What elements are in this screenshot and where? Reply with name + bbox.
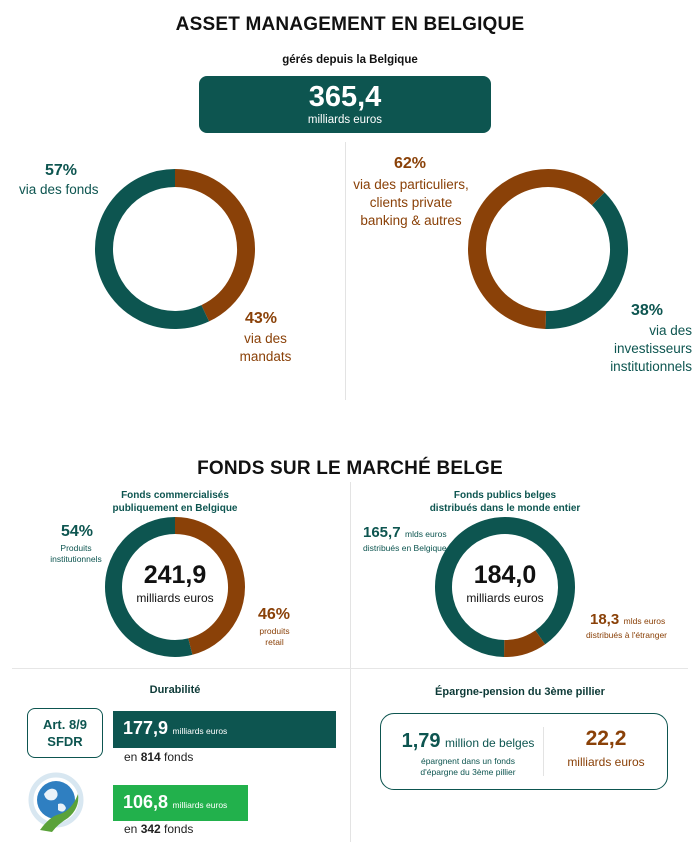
pension-amount-unit: milliards euros	[567, 755, 645, 769]
bl-title: Fonds commercialisés publiquement en Belg…	[112, 490, 238, 514]
sfdr-amount-bar: 177,9 milliards euros	[113, 711, 336, 748]
pension-count-label: épargnent dans un fonds d'épargne du 3ème…	[420, 756, 516, 777]
pct-retail: 46%	[258, 606, 291, 623]
ts-label-amount-bar: 106,8 milliards euros	[113, 785, 248, 821]
br-belgique-label: distribués en Belgique	[363, 543, 447, 553]
pension-title: Épargne-pension du 3ème pillier	[435, 686, 605, 698]
page-title: ASSET MANAGEMENT EN BELGIQUE	[175, 14, 525, 35]
br-center-unit: milliards euros	[466, 591, 544, 605]
pct-institutionnels-bl: 54%	[61, 523, 94, 540]
managed-total-box: 365,4 milliards euros	[199, 76, 491, 133]
label-produits-institutionnels: Produits institutionnels	[50, 543, 102, 564]
donut-segment-produits-retail	[174, 517, 245, 655]
donut-segment-produits-institutionnels	[105, 517, 193, 657]
pension-amount: 22,2	[585, 727, 627, 750]
pension-count-unit: million de belges	[445, 736, 535, 750]
br-center-value: 184,0	[473, 561, 537, 589]
donut-segment-via-des-mandats	[174, 169, 255, 322]
label-via-fonds: via des fonds	[19, 182, 99, 197]
ts-fund-count: en 342 fonds	[124, 822, 194, 836]
donut-segment-via-des-particuliers-clients-private-banking-autres	[468, 169, 605, 329]
donut-distribues	[435, 517, 575, 657]
br-etranger-value: 18,3 mlds euros	[590, 611, 666, 628]
section-title-fonds: FONDS SUR LE MARCHÉ BELGE	[197, 458, 503, 479]
pension-count: 1,79	[401, 730, 441, 752]
towards-sustainability-logo	[28, 772, 84, 832]
bl-center-value: 241,9	[143, 561, 207, 589]
br-etranger-label: distribués à l'étranger	[586, 630, 667, 640]
pct-via-mandats: 43%	[245, 310, 278, 327]
donut-particuliers-institutionnels	[468, 169, 628, 329]
label-institutionnels: via des investisseurs institutionnels	[610, 323, 692, 374]
donut-segment-via-des-investisseurs-institutionnels	[545, 192, 628, 329]
sfdr-fund-count: en 814 fonds	[124, 750, 194, 764]
donut-segment-distribu-s-en-belgique	[435, 517, 575, 657]
label-via-mandats: via des mandats	[239, 331, 292, 364]
br-belgique-value: 165,7 mlds euros	[363, 524, 447, 541]
pct-institutionnels: 38%	[631, 302, 664, 319]
donut-segment-distribu-s-l-tranger	[503, 630, 546, 657]
donut-fonds-mandats	[95, 169, 255, 329]
sfdr-badge: Art. 8/9 SFDR	[27, 708, 103, 758]
label-particuliers: via des particuliers, clients private bank…	[353, 177, 469, 228]
managed-value: 365,4	[308, 81, 382, 113]
pension-box: 1,79 million de belges épargnent dans un…	[380, 713, 668, 790]
durabilite-title: Durabilité	[149, 684, 201, 696]
label-produits-retail: produits retail	[259, 626, 290, 647]
bl-center-unit: milliards euros	[136, 591, 214, 605]
pct-via-fonds: 57%	[45, 162, 78, 179]
donut-segment-via-des-fonds	[95, 169, 210, 329]
pct-particuliers: 62%	[394, 155, 427, 172]
managed-label: gérés depuis la Belgique	[282, 54, 418, 66]
donut-commercialises	[105, 517, 245, 657]
managed-unit: milliards euros	[307, 114, 383, 126]
br-title: Fonds publics belges distribués dans le m…	[429, 490, 581, 514]
